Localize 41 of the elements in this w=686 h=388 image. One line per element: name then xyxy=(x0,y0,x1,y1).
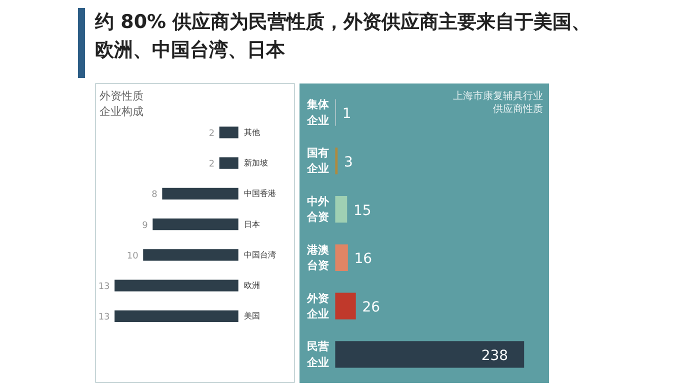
bar xyxy=(219,157,238,169)
bar xyxy=(114,310,238,322)
data-label: 238 xyxy=(481,348,508,364)
text: 上海市康复辅具行业供应商性质 xyxy=(453,90,544,115)
data-label: 2 xyxy=(208,128,215,139)
bar xyxy=(219,126,238,138)
data-label: 8 xyxy=(152,190,158,200)
y-tick-label: 国有企业 xyxy=(306,146,329,176)
bar xyxy=(335,341,524,368)
y-tick-label: 其他 xyxy=(244,128,260,137)
bar xyxy=(152,218,238,230)
data-label: 9 xyxy=(142,220,148,231)
y-tick-label: 日本 xyxy=(244,220,260,229)
data-label: 26 xyxy=(362,300,380,316)
bar xyxy=(335,148,338,174)
data-label: 16 xyxy=(354,251,372,268)
bar xyxy=(335,196,348,223)
y-tick-label: 中国台湾 xyxy=(244,250,276,260)
bar xyxy=(335,244,348,271)
y-tick-label: 港澳台资 xyxy=(306,243,329,272)
y-tick-label: 中外合资 xyxy=(306,195,330,224)
bar xyxy=(162,188,238,200)
y-tick-label: 欧洲 xyxy=(244,281,260,290)
data-label: 13 xyxy=(98,312,110,323)
y-tick-label: 民营企业 xyxy=(306,340,329,369)
data-label: 2 xyxy=(208,160,215,170)
y-tick-label: 中国香港 xyxy=(244,189,276,198)
y-tick-label: 外资企业 xyxy=(306,292,329,320)
data-label: 10 xyxy=(126,251,139,262)
y-tick-label: 美国 xyxy=(244,312,260,321)
data-label: 1 xyxy=(342,106,352,122)
y-tick-label: 新加坡 xyxy=(244,158,268,168)
data-label: 15 xyxy=(353,202,372,219)
y-tick-label: 集体企业 xyxy=(306,98,330,127)
chart-subtitle: 外资性质企业构成 xyxy=(99,90,144,118)
data-label: 13 xyxy=(98,282,110,292)
bar xyxy=(114,280,238,292)
bar xyxy=(143,249,238,261)
data-label: 3 xyxy=(344,154,353,170)
bar xyxy=(335,292,356,320)
text: 约 80% 供应商为民营性质，外资供应商主要来自于美国、欧洲、中国台湾、日本 xyxy=(95,10,592,63)
